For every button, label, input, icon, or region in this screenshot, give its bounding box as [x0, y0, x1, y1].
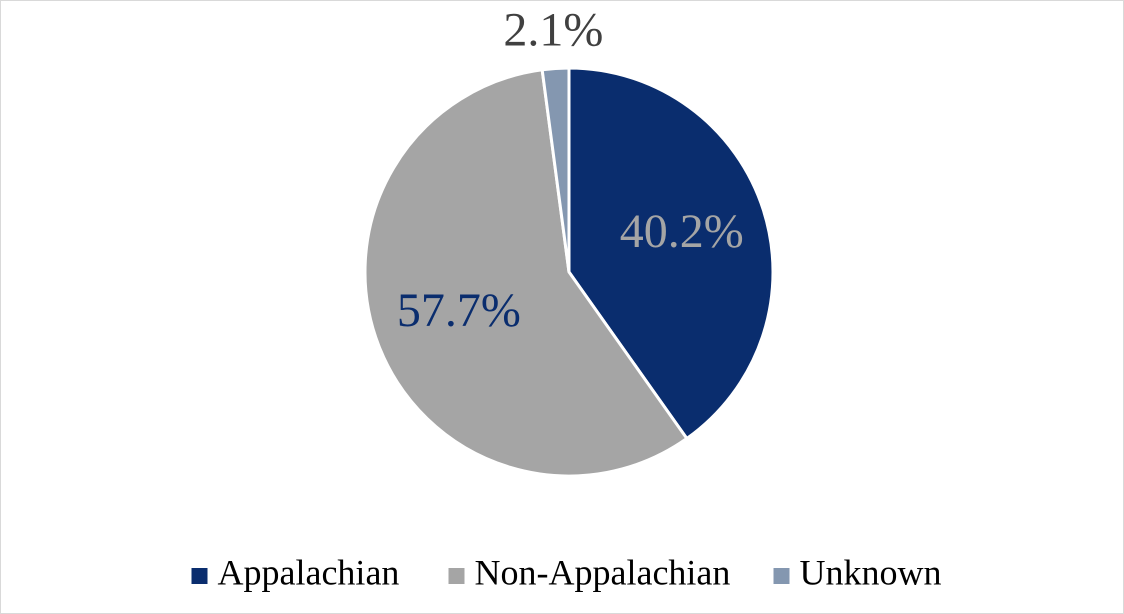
legend-label: Unknown: [800, 552, 942, 592]
data-label: 2.1%: [503, 4, 603, 57]
legend-swatch: [448, 568, 465, 584]
pie-slice: [540, 66, 571, 273]
pie-slice: [567, 66, 775, 441]
data-label: 40.2%: [620, 205, 744, 258]
legend-swatch: [773, 568, 790, 584]
data-label: 57.7%: [397, 284, 521, 337]
legend-swatch: [191, 568, 208, 584]
legend-label: Non-Appalachian: [475, 552, 731, 592]
legend-label: Appalachian: [218, 552, 400, 592]
pie-slice: [363, 68, 689, 478]
